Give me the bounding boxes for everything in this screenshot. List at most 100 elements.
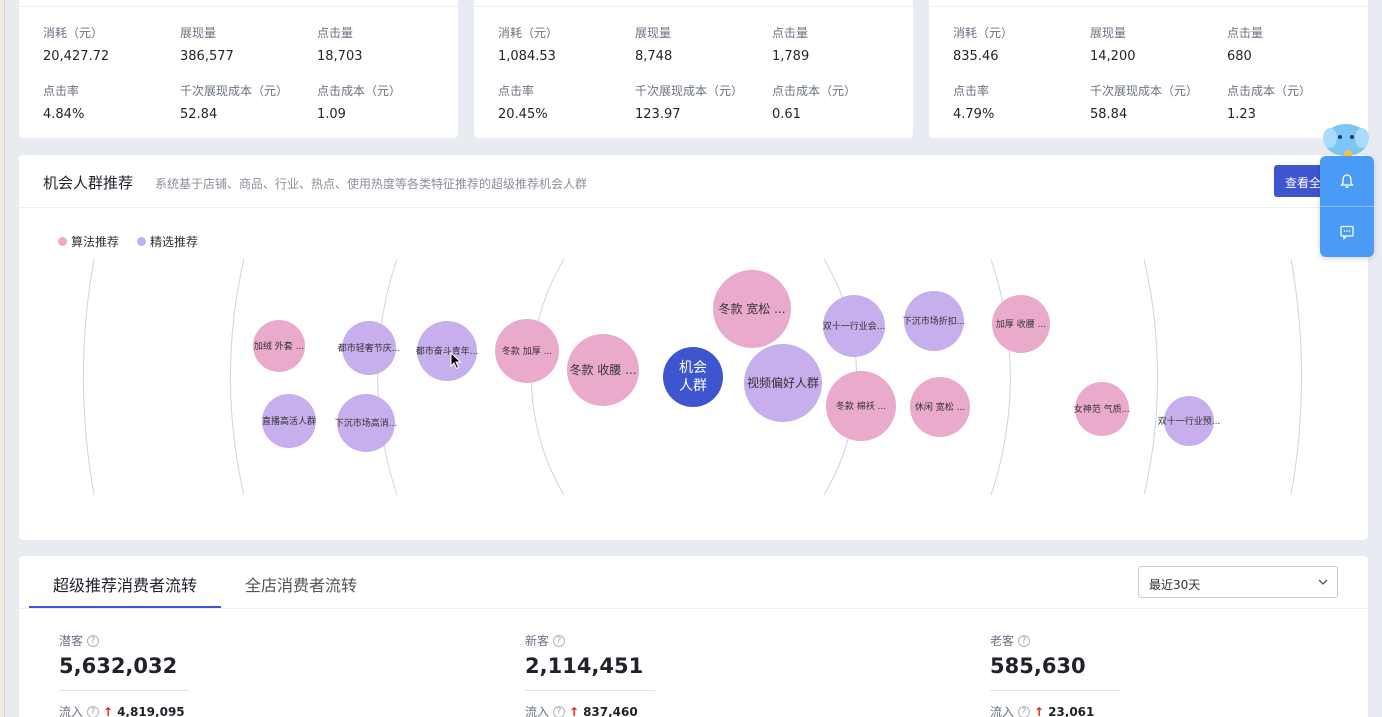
stat-value: 1.23 bbox=[1227, 107, 1256, 122]
inflow-value: 4,819,095 bbox=[117, 704, 185, 717]
inflow-label: 流入 bbox=[59, 705, 84, 717]
legend-item-curated[interactable]: 精选推荐 bbox=[137, 233, 198, 250]
metric-inflow: 流入? ↑ 4,819,095 bbox=[59, 703, 189, 717]
legend-dot bbox=[137, 237, 147, 246]
audience-bubble[interactable] bbox=[417, 321, 477, 381]
stat-cpm: 千次展现成本（元） 58.84 bbox=[1090, 82, 1198, 122]
date-range-select[interactable]: 最近30天 bbox=[1138, 566, 1338, 598]
audience-bubble-label: 女神范 气质... bbox=[1074, 403, 1130, 415]
audience-bubble[interactable] bbox=[253, 320, 305, 372]
stat-cpm: 千次展现成本（元） 123.97 bbox=[635, 82, 743, 122]
audience-bubble[interactable] bbox=[495, 319, 559, 383]
help-icon[interactable]: ? bbox=[87, 705, 100, 717]
audience-bubble-label: 都市轻奢节庆... bbox=[338, 342, 401, 354]
help-icon[interactable]: ? bbox=[1018, 634, 1031, 647]
stat-cpc: 点击成本（元） 1.23 bbox=[1227, 82, 1311, 122]
stat-label: 展现量 bbox=[180, 26, 217, 40]
stat-impressions: 展现量 8,748 bbox=[635, 24, 672, 64]
tab-super-recommend-flow[interactable]: 超级推荐消费者流转 bbox=[29, 556, 222, 608]
audience-bubble[interactable] bbox=[904, 291, 964, 351]
help-icon[interactable]: ? bbox=[553, 705, 566, 717]
audience-bubble[interactable] bbox=[1164, 396, 1214, 446]
float-panel bbox=[1320, 156, 1374, 257]
metric-label-text: 老客 bbox=[990, 634, 1015, 648]
stat-cpc: 点击成本（元） 1.09 bbox=[317, 82, 401, 122]
stat-label: 展现量 bbox=[635, 26, 672, 40]
stat-label: 点击成本（元） bbox=[317, 84, 402, 98]
audience-bubble-label: 加绒 外套 ... bbox=[254, 340, 304, 352]
inflow-label: 流入 bbox=[990, 705, 1015, 717]
audience-bubble[interactable] bbox=[342, 321, 396, 375]
stat-card-3: 消耗（元） 835.46 展现量 14,200 点击量 680 点击率 4.79% 千次… bbox=[929, 0, 1368, 138]
audience-bubble[interactable] bbox=[1075, 382, 1129, 436]
stat-value: 4.79% bbox=[953, 107, 995, 122]
audience-bubble[interactable] bbox=[992, 295, 1050, 353]
audience-bubble-label: 双十一行业预... bbox=[1158, 415, 1221, 427]
inflow-value: 837,460 bbox=[583, 704, 638, 717]
audience-bubble-label: 都市奋斗青年... bbox=[416, 345, 479, 357]
legend-label: 算法推荐 bbox=[71, 235, 120, 249]
date-range-value: 最近30天 bbox=[1149, 578, 1201, 592]
stat-value: 1,084.53 bbox=[498, 49, 556, 64]
audience-bubble[interactable] bbox=[826, 371, 896, 441]
metric-value: 585,630 bbox=[990, 654, 1086, 678]
stat-impressions: 展现量 386,577 bbox=[180, 24, 234, 64]
audience-bubble[interactable] bbox=[567, 334, 639, 406]
stat-card-1: 消耗（元） 20,427.72 展现量 386,577 点击量 18,703 点击率 4… bbox=[19, 0, 458, 138]
stat-value: 0.61 bbox=[772, 107, 801, 122]
metric-new: 新客? 2,114,451 流入? ↑ 837,460 bbox=[525, 632, 655, 717]
bell-icon[interactable] bbox=[1320, 156, 1374, 206]
message-icon[interactable] bbox=[1320, 207, 1374, 257]
stat-value: 8,748 bbox=[635, 49, 673, 64]
stat-value: 14,200 bbox=[1090, 49, 1136, 64]
audience-bubble[interactable] bbox=[744, 344, 822, 422]
legend-item-algorithm[interactable]: 算法推荐 bbox=[58, 233, 119, 250]
help-icon[interactable]: ? bbox=[1018, 705, 1031, 717]
stat-value: 123.97 bbox=[635, 107, 681, 122]
mouse-cursor-icon bbox=[450, 351, 462, 374]
audience-bubble[interactable] bbox=[262, 394, 316, 448]
stat-value: 52.84 bbox=[180, 107, 218, 122]
center-bubble-label: 人群 bbox=[679, 378, 707, 394]
metric-value: 2,114,451 bbox=[525, 654, 644, 678]
audience-bubble[interactable] bbox=[823, 295, 885, 357]
mascot-icon[interactable] bbox=[1321, 120, 1371, 164]
audience-bubble-label: 视频偏好人群 bbox=[747, 375, 819, 390]
opportunity-subtitle: 系统基于店铺、商品、行业、热点、使用热度等各类特征推荐的超级推荐机会人群 bbox=[155, 177, 588, 191]
audience-bubble-label: 下沉市场高消... bbox=[335, 417, 398, 429]
help-icon[interactable]: ? bbox=[553, 634, 566, 647]
audience-bubble-label: 直播高活人群 bbox=[262, 415, 316, 427]
stat-label: 点击量 bbox=[317, 26, 354, 40]
bubble-group: 加绒 外套 ... 都市轻奢节庆... 都市奋斗青年... 冬款 加厚 ... 冬款 收… bbox=[253, 270, 1220, 452]
stat-value: 835.46 bbox=[953, 49, 999, 64]
metric-potential: 潜客? 5,632,032 流入? ↑ 4,819,095 bbox=[59, 632, 189, 717]
stat-cost: 消耗（元） 835.46 bbox=[953, 24, 1013, 64]
stat-value: 680 bbox=[1227, 49, 1252, 64]
metric-label-text: 潜客 bbox=[59, 634, 84, 648]
stat-value: 1,789 bbox=[772, 49, 810, 64]
audience-bubble[interactable] bbox=[910, 377, 970, 437]
metric-divider bbox=[990, 690, 1120, 691]
stat-value: 58.84 bbox=[1090, 107, 1128, 122]
help-icon[interactable]: ? bbox=[87, 634, 100, 647]
arrow-up-icon: ↑ bbox=[103, 704, 114, 717]
stat-value: 4.84% bbox=[43, 107, 85, 122]
orbit-rings bbox=[83, 258, 1302, 496]
metric-value: 5,632,032 bbox=[59, 654, 178, 678]
stat-value: 20.45% bbox=[498, 107, 548, 122]
stat-label: 千次展现成本（元） bbox=[1090, 84, 1199, 98]
stat-value: 20,427.72 bbox=[43, 49, 110, 64]
audience-bubble-label: 双十一行业会... bbox=[823, 320, 886, 332]
audience-bubble[interactable] bbox=[713, 270, 791, 348]
stat-label: 点击率 bbox=[953, 84, 990, 98]
orbit-ring bbox=[990, 258, 1011, 496]
stat-label: 点击成本（元） bbox=[772, 84, 857, 98]
audience-bubble[interactable] bbox=[337, 394, 395, 452]
tabs-divider bbox=[19, 608, 1368, 609]
audience-bubble-label: 冬款 宽松 ... bbox=[718, 301, 785, 316]
consumer-flow-card: 超级推荐消费者流转 全店消费者流转 最近30天 潜客? 5,632,032 流入… bbox=[19, 556, 1368, 717]
bubble-chart: 加绒 外套 ... 都市轻奢节庆... 都市奋斗青年... 冬款 加厚 ... 冬款 收… bbox=[83, 258, 1302, 496]
audience-bubble-label: 冬款 加厚 ... bbox=[502, 345, 552, 357]
stat-cost: 消耗（元） 20,427.72 bbox=[43, 24, 109, 64]
tab-store-flow[interactable]: 全店消费者流转 bbox=[245, 576, 358, 595]
